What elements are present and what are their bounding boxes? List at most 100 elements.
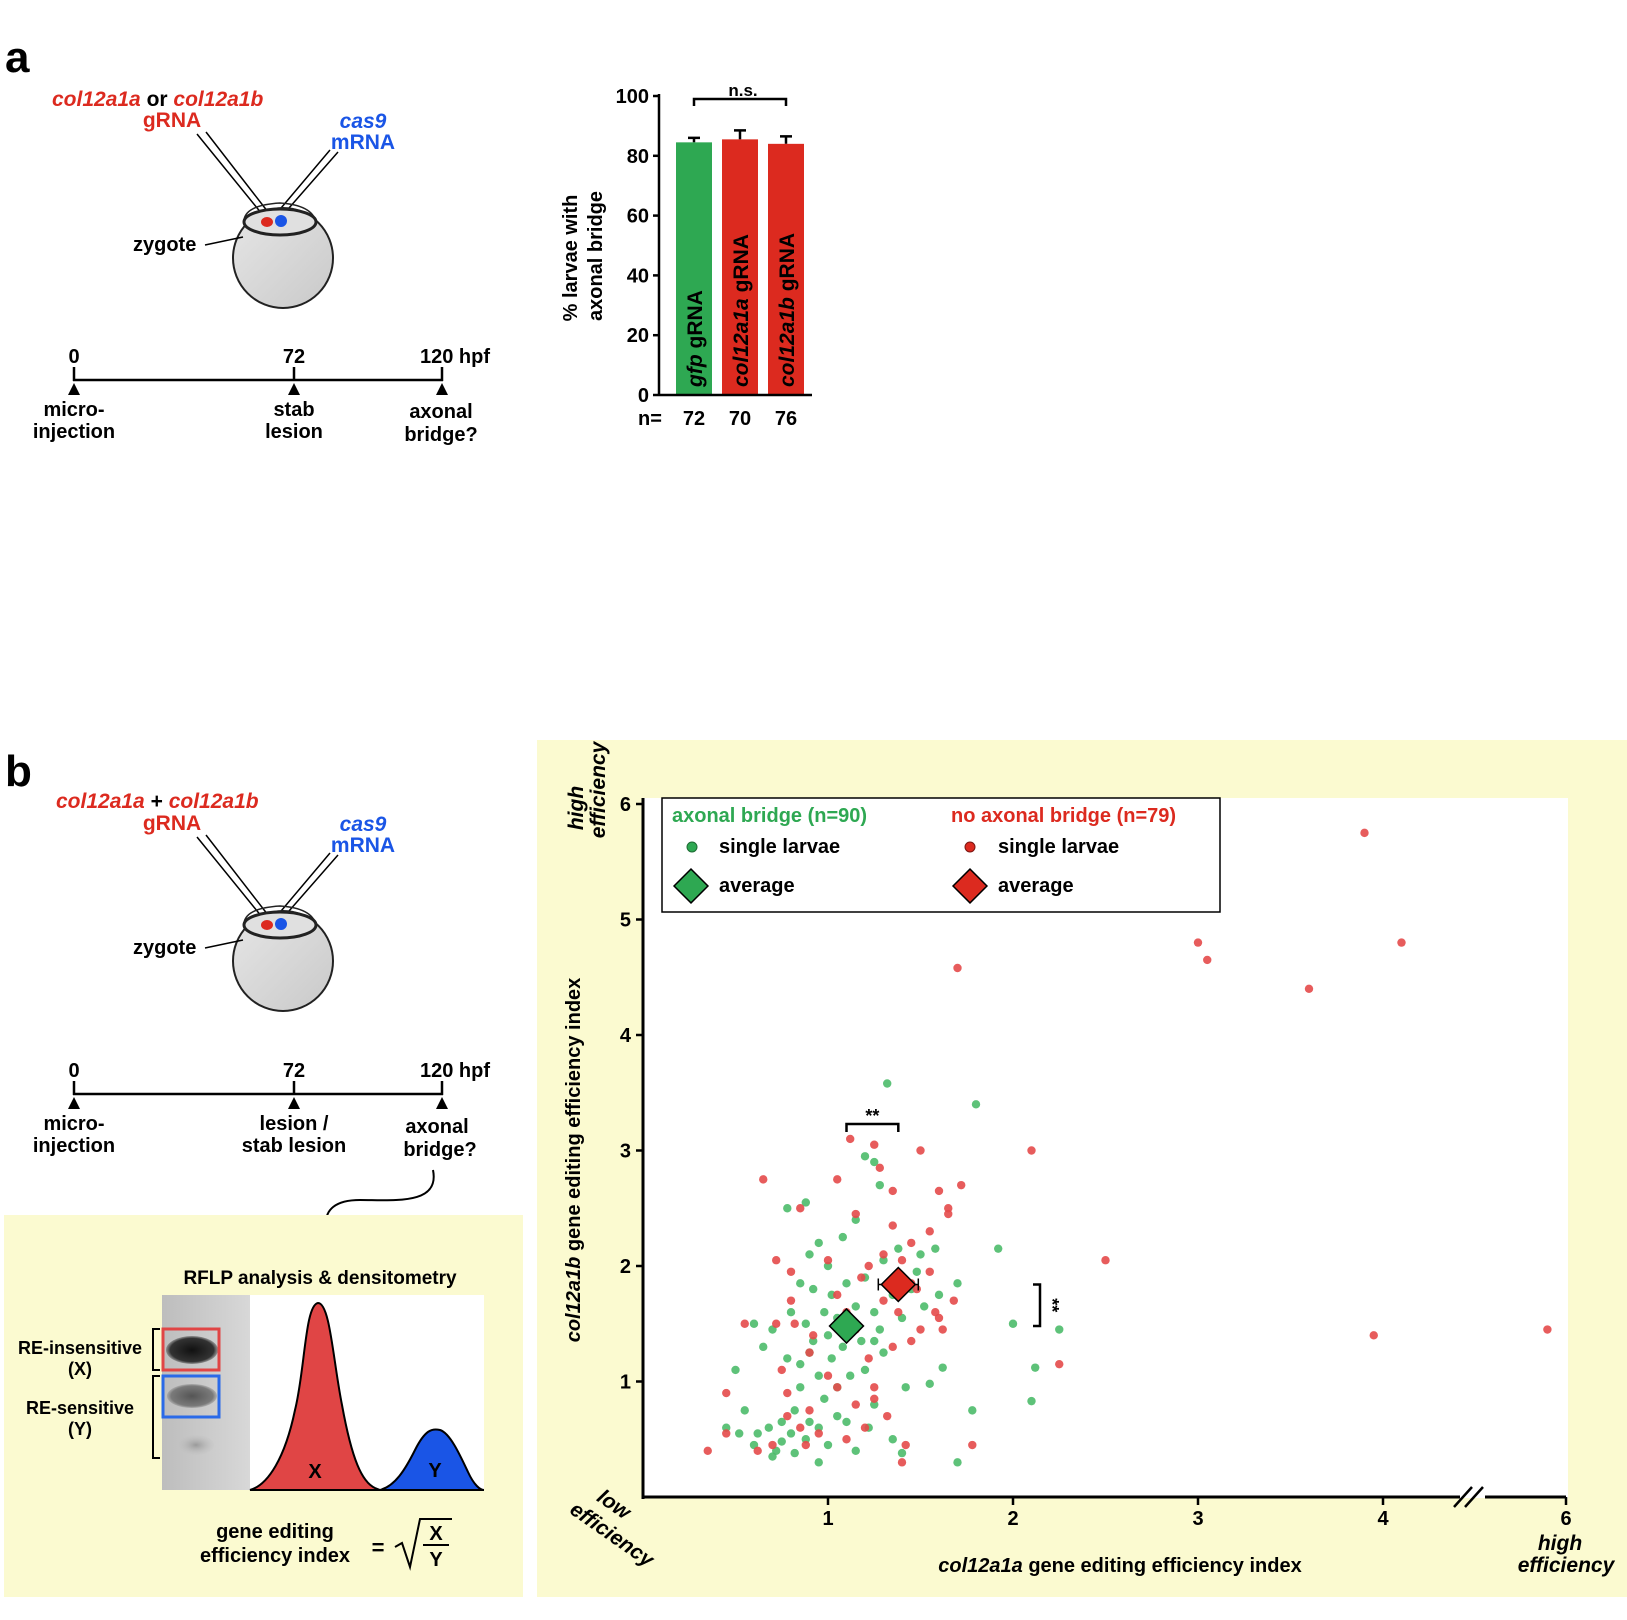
- scatter-point-bridge-29: [814, 1371, 823, 1380]
- scatter-plot-area: [643, 798, 1568, 1498]
- plus-label: +: [145, 790, 169, 813]
- scatter-point-bridge-47: [851, 1302, 860, 1311]
- scatter-point-bridge-48: [857, 1336, 866, 1346]
- re-insensitive-label: RE-insensitive: [18, 1338, 142, 1358]
- scatter-point-nobridge-17: [814, 1429, 823, 1438]
- scatter-point-bridge-81: [1031, 1363, 1040, 1372]
- bar-ytick-label-3: 60: [627, 206, 649, 228]
- scatter-point-bridge-88: [870, 1336, 879, 1346]
- scatter-point-bridge-23: [805, 1250, 814, 1259]
- scatter-point-bridge-80: [1027, 1396, 1036, 1406]
- gene-col12a1a-b: col12a1a: [56, 790, 145, 813]
- scatter-point-nobridge-64: [772, 1319, 781, 1328]
- scatter-chart: col12a1b gene editing efficiency index c…: [537, 740, 1627, 1597]
- scatter-points: [703, 828, 1552, 1467]
- scatter-point-bridge-17: [790, 1406, 799, 1415]
- scatter-point-nobridge-47: [934, 1186, 944, 1196]
- scatter-xtick-label-0: 1: [822, 1508, 833, 1530]
- scatter-point-nobridge-56: [1101, 1256, 1110, 1265]
- event-b-microinjection-2: injection: [33, 1135, 115, 1157]
- scatter-point-bridge-82: [1055, 1325, 1064, 1334]
- band-y-box: [161, 1374, 221, 1419]
- event-axonal-bridge: axonal: [409, 401, 472, 423]
- scatter-point-bridge-83: [735, 1429, 744, 1438]
- zygote-label-b: zygote: [133, 937, 196, 959]
- bar-ytick-label-4: 80: [627, 146, 649, 168]
- cas9-label-b: cas9: [340, 813, 387, 836]
- index-label-1: gene editing: [216, 1521, 334, 1543]
- scatter-point-nobridge-31: [870, 1394, 879, 1404]
- scatter-point-nobridge-51: [953, 963, 962, 973]
- scatter-point-bridge-55: [870, 1400, 879, 1409]
- scatter-point-bridge-56: [875, 1325, 884, 1334]
- scatter-point-nobridge-43: [916, 1146, 925, 1155]
- scatter-ylabel-gene: col12a1b: [563, 1257, 585, 1343]
- scatter-point-bridge-27: [809, 1336, 818, 1346]
- scatter-point-bridge-28: [814, 1238, 823, 1248]
- event-b-axonal-bridge: axonal: [405, 1116, 468, 1138]
- bar-label-gene-2: col12a1b: [776, 297, 799, 387]
- legend-red-dot: [964, 841, 976, 853]
- scatter-point-bridge-11: [777, 1417, 786, 1427]
- rflp-title: RFLP analysis & densitometry: [183, 1268, 457, 1289]
- scatter-point-nobridge-26: [851, 1400, 860, 1409]
- scatter-point-nobridge-59: [1304, 984, 1314, 993]
- scatter-point-nobridge-54: [1027, 1146, 1036, 1155]
- scatter-point-nobridge-14: [801, 1440, 810, 1450]
- scatter-point-bridge-65: [901, 1383, 910, 1392]
- scatter-point-bridge-35: [823, 1440, 833, 1450]
- scatter-point-nobridge-29: [864, 1261, 873, 1271]
- bar-label-suffix-1: gRNA: [730, 234, 753, 298]
- scatter-point-bridge-44: [842, 1417, 851, 1427]
- scatter-point-nobridge-53: [968, 1440, 977, 1450]
- legend-red-title: no axonal bridge (n=79): [951, 805, 1176, 827]
- scatter-point-nobridge-8: [777, 1365, 786, 1375]
- axis-break-mark-1: [1453, 1486, 1473, 1508]
- scatter-point-bridge-46: [851, 1215, 860, 1225]
- scatter-xlabel-gene: col12a1a: [938, 1555, 1023, 1577]
- event-b-microinjection: micro-: [43, 1113, 104, 1135]
- scatter-point-nobridge-48: [938, 1325, 947, 1334]
- scatter-xtick-label-4: 6: [1560, 1508, 1571, 1530]
- scatter-ytick-label-3: 4: [620, 1025, 632, 1047]
- scatter-xlabel-rest: gene editing efficiency index: [1023, 1555, 1302, 1577]
- blue-droplet: [275, 215, 287, 227]
- gene-col12a1b-b: col12a1b: [169, 790, 259, 813]
- peak-x-label: X: [308, 1461, 322, 1483]
- legend-green-dot: [686, 841, 698, 853]
- scatter-point-nobridge-40: [901, 1440, 910, 1450]
- scatter-ytick-label-1: 2: [620, 1256, 631, 1278]
- bar-n-prefix: n=: [638, 408, 662, 430]
- fraction-denominator: Y: [429, 1549, 443, 1571]
- scatter-point-nobridge-41: [907, 1238, 916, 1248]
- scatter-point-bridge-78: [994, 1244, 1003, 1253]
- scatter-point-bridge-68: [916, 1250, 925, 1259]
- scatter-point-nobridge-35: [883, 1411, 892, 1421]
- scatter-point-bridge-26: [809, 1284, 818, 1294]
- legend-green-diamond: [672, 867, 710, 905]
- panel-b-timeline: 0 72 120 hpf micro- injection lesion / s…: [33, 1060, 490, 1240]
- scatter-point-bridge-25: [805, 1417, 814, 1427]
- scatter-point-nobridge-62: [1397, 938, 1406, 947]
- scatter-point-nobridge-70: [888, 1186, 897, 1196]
- bar-n-0: 72: [683, 408, 705, 430]
- scatter-point-bridge-58: [879, 1256, 888, 1265]
- timeline-120: 120 hpf: [420, 346, 490, 368]
- scatter-point-nobridge-20: [833, 1175, 842, 1184]
- panel-b-injection-diagram: col12a1a + col12a1b gRNA cas9 mRNA zygot…: [56, 790, 395, 1012]
- bar-gfp: [676, 142, 712, 395]
- high-efficiency-x-1: high: [1538, 1532, 1582, 1555]
- scatter-point-nobridge-27: [857, 1273, 866, 1282]
- re-insensitive-x: (X): [68, 1359, 92, 1379]
- event-microinjection-2: injection: [33, 421, 115, 443]
- scatter-point-nobridge-6: [768, 1440, 777, 1450]
- bar-chart: % larvae with axonal bridge n= n.s. 0 20 4…: [560, 81, 812, 430]
- scatter-point-bridge-32: [820, 1394, 829, 1404]
- event-microinjection: micro-: [43, 399, 104, 421]
- event-b-axonal-bridge-2: bridge?: [403, 1139, 476, 1161]
- scatter-ytick-label-4: 5: [620, 910, 631, 932]
- bar-n-2: 76: [775, 408, 797, 430]
- bar-ytick-label-2: 40: [627, 265, 649, 287]
- scatter-point-nobridge-67: [934, 1313, 944, 1323]
- scatter-point-nobridge-33: [879, 1250, 888, 1259]
